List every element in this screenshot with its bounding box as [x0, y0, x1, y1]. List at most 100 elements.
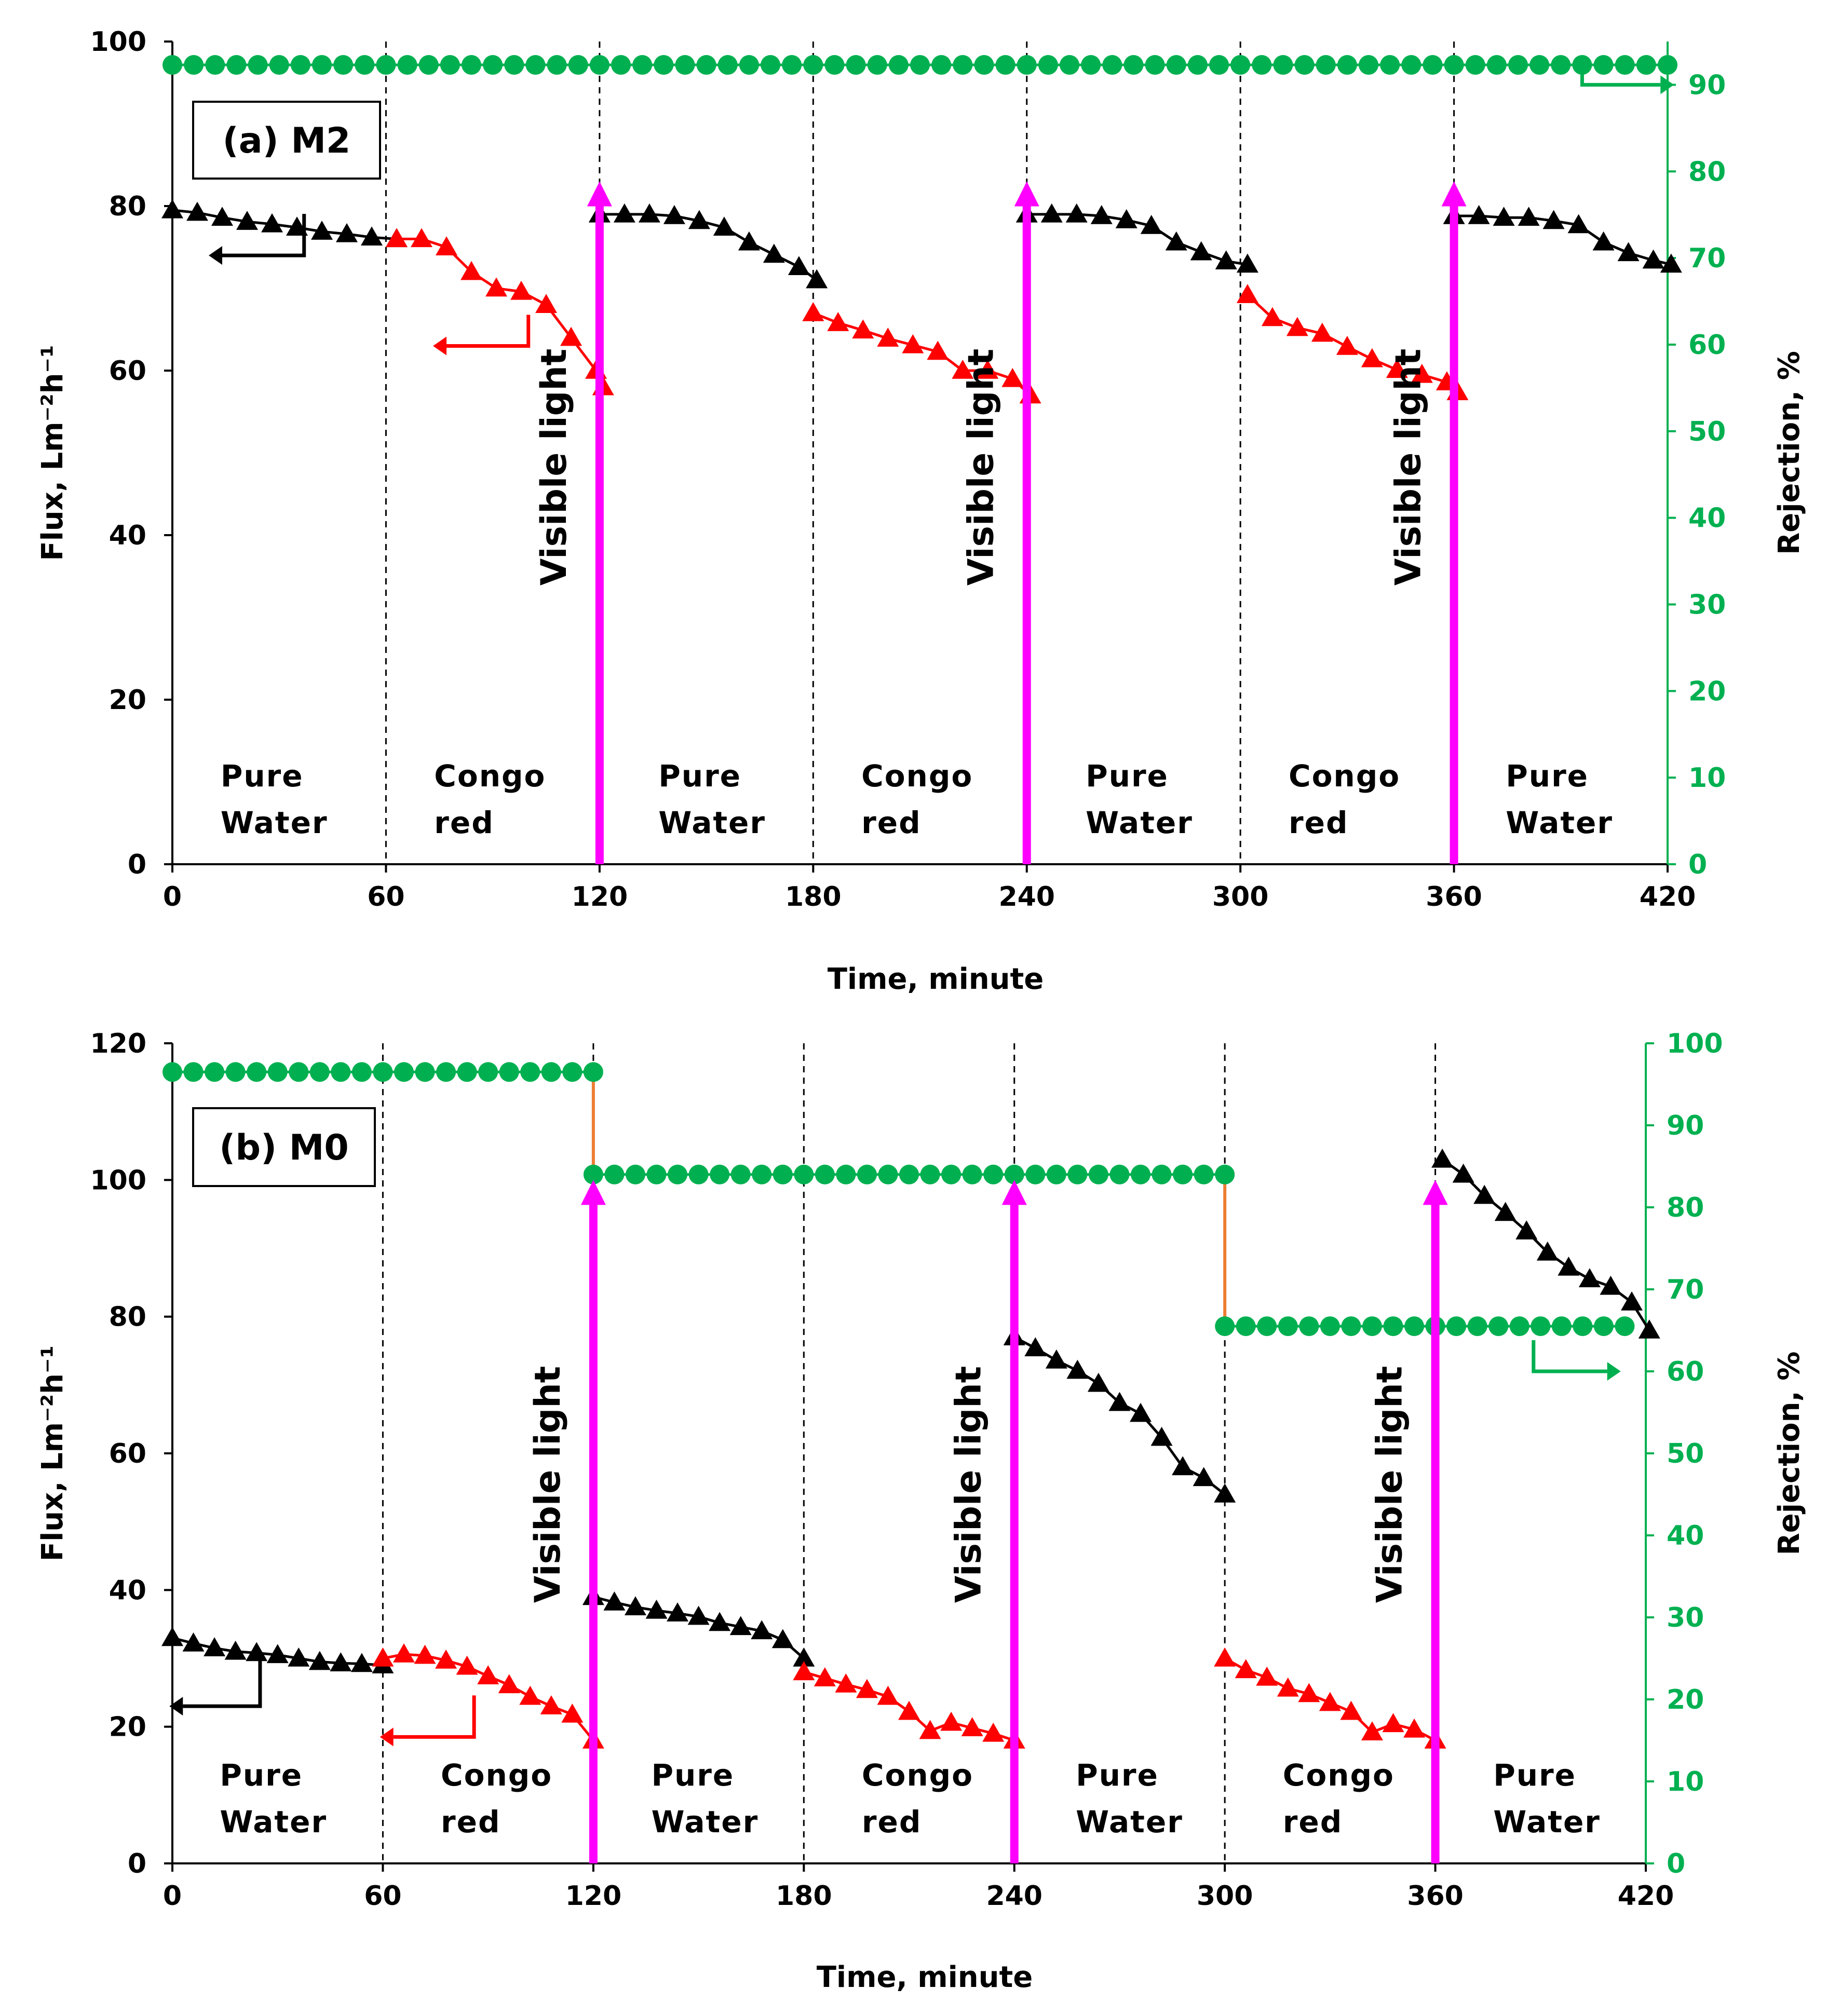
flux-point — [372, 1647, 394, 1667]
rejection-point — [269, 55, 289, 75]
rejection-point — [1017, 55, 1037, 75]
x-tick-label: 120 — [565, 1881, 622, 1912]
flux-point — [624, 1596, 646, 1615]
rejection-point — [1362, 1316, 1382, 1337]
rejection-point — [1401, 55, 1422, 75]
x-tick-label: 300 — [1197, 1881, 1253, 1912]
y-right-tick-label: 50 — [1688, 416, 1726, 447]
rejection-point — [1551, 1316, 1572, 1337]
flux-point — [1620, 1291, 1643, 1311]
rejection-point — [730, 1164, 751, 1184]
rejection-point — [163, 55, 182, 75]
y-right-tick-label: 30 — [1688, 589, 1726, 620]
flux-point — [1215, 250, 1237, 269]
rejection-point — [1467, 1316, 1487, 1337]
rejection-point — [857, 1164, 877, 1184]
flux-point — [477, 1665, 499, 1684]
flux-point — [902, 334, 924, 353]
y-right-tick-label: 30 — [1667, 1602, 1704, 1633]
rejection-point — [1593, 55, 1614, 75]
visible-light-label: Visible light — [1388, 349, 1429, 586]
rejection-point — [1102, 55, 1122, 75]
flux-point — [806, 269, 828, 289]
flux-point — [1542, 210, 1565, 229]
y-right-tick-label: 100 — [1667, 1028, 1723, 1059]
region-label-line2: red — [861, 805, 921, 840]
y-left-tick-label: 60 — [109, 356, 146, 387]
y-right-tick-label: 60 — [1667, 1356, 1704, 1387]
flux-point — [1190, 241, 1212, 261]
flux-point — [877, 1685, 899, 1705]
visible-light-arrowhead — [1001, 1180, 1027, 1205]
y-right-tick-label: 80 — [1667, 1192, 1704, 1223]
flux-point — [211, 207, 233, 226]
flux-point — [1567, 214, 1590, 234]
rejection-point — [1658, 55, 1677, 75]
rejection-point — [1109, 1164, 1130, 1184]
rejection-point — [1025, 1164, 1046, 1184]
flux-point — [1298, 1683, 1320, 1702]
flux-point — [361, 226, 383, 246]
visible-light-arrowhead — [580, 1180, 606, 1205]
rejection-point — [1509, 1316, 1529, 1337]
region-label-line1: Pure — [1506, 758, 1589, 794]
flux-point — [1431, 1148, 1454, 1168]
region-label-line1: Pure — [1076, 1758, 1159, 1793]
flux-point — [461, 261, 482, 280]
axis-indicator-arrowhead — [380, 1727, 394, 1747]
flux-point — [1340, 1700, 1362, 1720]
flux-point — [952, 360, 974, 379]
y-right-tick-label: 90 — [1688, 70, 1726, 101]
series-line — [599, 213, 818, 281]
rejection-point — [761, 55, 780, 75]
flux-point — [535, 294, 557, 313]
y-right-tick-label: 70 — [1667, 1274, 1704, 1305]
x-tick-label: 240 — [998, 881, 1055, 912]
y-left-tick-label: 40 — [109, 520, 146, 551]
rejection-point — [611, 55, 631, 75]
rejection-point — [1166, 55, 1186, 75]
rejection-point — [1038, 55, 1058, 75]
y-right-tick-label: 10 — [1688, 762, 1726, 794]
flux-point — [1403, 1718, 1426, 1738]
axis-indicator-arrow — [183, 1659, 262, 1708]
flux-point — [638, 203, 660, 223]
rejection-point — [1152, 1164, 1172, 1184]
rejection-point — [562, 1062, 583, 1082]
rejection-point — [604, 1164, 625, 1184]
y-right-tick-label: 80 — [1688, 156, 1726, 187]
flux-point — [827, 312, 849, 331]
axis-indicator-arrowhead — [433, 336, 446, 356]
panel-label-box — [192, 1107, 376, 1187]
rejection-point — [1145, 55, 1165, 75]
rejection-point — [1531, 1316, 1551, 1337]
flux-point — [1660, 253, 1682, 273]
rejection-point — [547, 55, 567, 75]
flux-point — [456, 1655, 478, 1675]
flux-point — [603, 1591, 626, 1611]
region-label-line1: Pure — [1086, 758, 1169, 794]
flux-point — [771, 1629, 794, 1649]
axis-indicator-arrowhead — [1660, 75, 1674, 94]
y-right-tick-label: 70 — [1688, 243, 1726, 274]
rejection-point — [1294, 55, 1315, 75]
rejection-point — [289, 1062, 309, 1082]
region-label-line1: Pure — [651, 1758, 734, 1793]
rejection-point — [1067, 1164, 1088, 1184]
rejection-point — [499, 1062, 519, 1082]
flux-point — [1638, 1319, 1660, 1339]
flux-point — [729, 1616, 752, 1636]
flux-point — [1165, 231, 1187, 251]
rejection-point — [394, 1062, 414, 1082]
region-label-line2: Water — [1506, 805, 1613, 840]
rejection-point — [688, 1164, 709, 1184]
rejection-point — [899, 1164, 919, 1184]
rejection-point — [462, 55, 481, 75]
flux-point — [1236, 253, 1258, 273]
rejection-point — [183, 1062, 204, 1082]
series-line — [397, 237, 605, 388]
axis-indicator-arrowhead — [209, 246, 222, 265]
rejection-point — [541, 1062, 561, 1082]
rejection-point — [205, 1062, 225, 1082]
rejection-point — [478, 1062, 498, 1082]
